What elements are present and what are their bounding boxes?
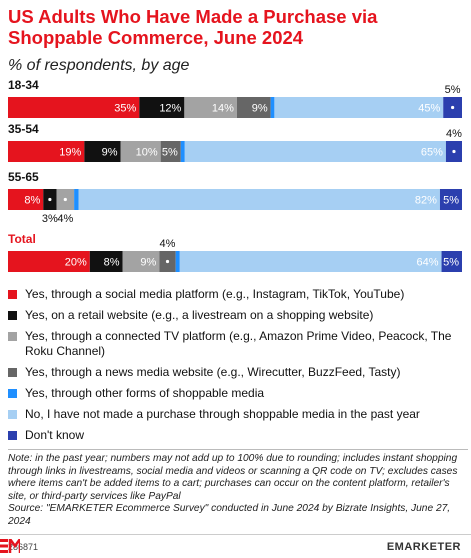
bar-segment [122, 251, 160, 272]
bar-segment [175, 251, 180, 272]
label-dot [63, 197, 67, 202]
value-label: 45% [418, 102, 440, 114]
bar-segment [439, 189, 462, 210]
legend-swatch [8, 332, 17, 341]
chart-subtitle: % of respondents, by age [8, 57, 190, 74]
legend-item: Don't know [8, 428, 468, 443]
legend-label: Yes, through a social media platform (e.… [25, 287, 405, 301]
legend-label: Don't know [25, 428, 84, 442]
legend-item: No, I have not made a purchase through s… [8, 407, 468, 422]
value-label: 14% [212, 102, 234, 114]
source: Source: "EMARKETER Ecommerce Survey" con… [8, 503, 451, 527]
logo [0, 539, 20, 553]
value-label: 3% [42, 213, 58, 225]
brand: EMARKETER [386, 541, 461, 553]
label-dot [165, 259, 170, 264]
category-label: 55-65 [8, 170, 39, 184]
value-label: 64% [417, 256, 439, 268]
value-label: 4% [446, 128, 462, 140]
value-label: 9% [140, 256, 156, 268]
chart-title: US Adults Who Have Made a Purchase via S… [8, 6, 378, 48]
legend-label: Yes, through a news media website (e.g.,… [25, 365, 401, 379]
legend-swatch [8, 311, 17, 320]
legend-label: Yes, on a retail website (e.g., a livest… [25, 308, 374, 322]
value-label: 65% [421, 146, 443, 158]
value-label: 4% [160, 238, 176, 250]
legend-swatch [8, 368, 17, 377]
bar-segment [8, 97, 140, 118]
value-label: 5% [443, 256, 459, 268]
value-label: 9% [252, 102, 268, 114]
bar-segment [180, 141, 185, 162]
bar-segment [236, 97, 271, 118]
value-label: 5% [162, 146, 178, 158]
legend-swatch [8, 389, 17, 398]
category-label: 18-34 [8, 80, 39, 92]
bar-segment [184, 97, 237, 118]
category-label: Total [8, 232, 36, 246]
value-label: 8% [104, 256, 120, 268]
bar-segment [120, 141, 161, 162]
legend-item: Yes, on a retail website (e.g., a livest… [8, 308, 468, 323]
value-label: 5% [443, 194, 459, 206]
note: Note: in the past year; numbers may not … [8, 453, 458, 502]
value-label: 9% [102, 146, 118, 158]
bar-segment [270, 97, 275, 118]
bar-segment [139, 97, 185, 118]
legend-label: Yes, through other forms of shoppable me… [25, 386, 265, 400]
value-label: 35% [114, 102, 136, 114]
value-label: 4% [57, 213, 73, 225]
bar-segment [184, 141, 446, 162]
legend-swatch [8, 290, 17, 299]
value-label: 82% [415, 194, 437, 206]
label-dot [451, 105, 455, 110]
legend-label: No, I have not made a purchase through s… [25, 407, 420, 421]
legend-item: Yes, through a social media platform (e.… [8, 287, 468, 302]
bar-segment [8, 189, 44, 210]
legend: Yes, through a social media platform (e.… [8, 287, 468, 449]
legend-swatch [8, 410, 17, 419]
legend-item: Yes, through a news media website (e.g.,… [8, 365, 468, 380]
bar-segment [8, 251, 90, 272]
legend-item: Yes, through a connected TV platform (e.… [8, 329, 468, 359]
value-label: 19% [59, 146, 81, 158]
value-label: 20% [65, 256, 87, 268]
bar-segment [84, 141, 121, 162]
legend-swatch [8, 431, 17, 440]
category-label: 35-54 [8, 122, 39, 136]
bar-segment [8, 141, 85, 162]
label-dot [48, 197, 52, 202]
bar-segment [179, 251, 442, 272]
legend-item: Yes, through other forms of shoppable me… [8, 386, 468, 401]
footer: 286871 EMARKETER [0, 534, 471, 558]
value-label: 5% [445, 84, 461, 96]
bar-segment [78, 189, 440, 210]
bar-segment [274, 97, 444, 118]
chart-id: 286871 [8, 542, 39, 552]
value-label: 12% [159, 102, 181, 114]
value-label: 10% [136, 146, 158, 158]
bar-segment [441, 251, 462, 272]
label-dot [452, 149, 456, 154]
bar-segment [74, 189, 79, 210]
bar-segment [160, 141, 181, 162]
bar-segment [89, 251, 123, 272]
legend-label: Yes, through a connected TV platform (e.… [25, 329, 452, 358]
value-label: 8% [24, 194, 40, 206]
notes: Note: in the past year; numbers may not … [8, 449, 468, 528]
